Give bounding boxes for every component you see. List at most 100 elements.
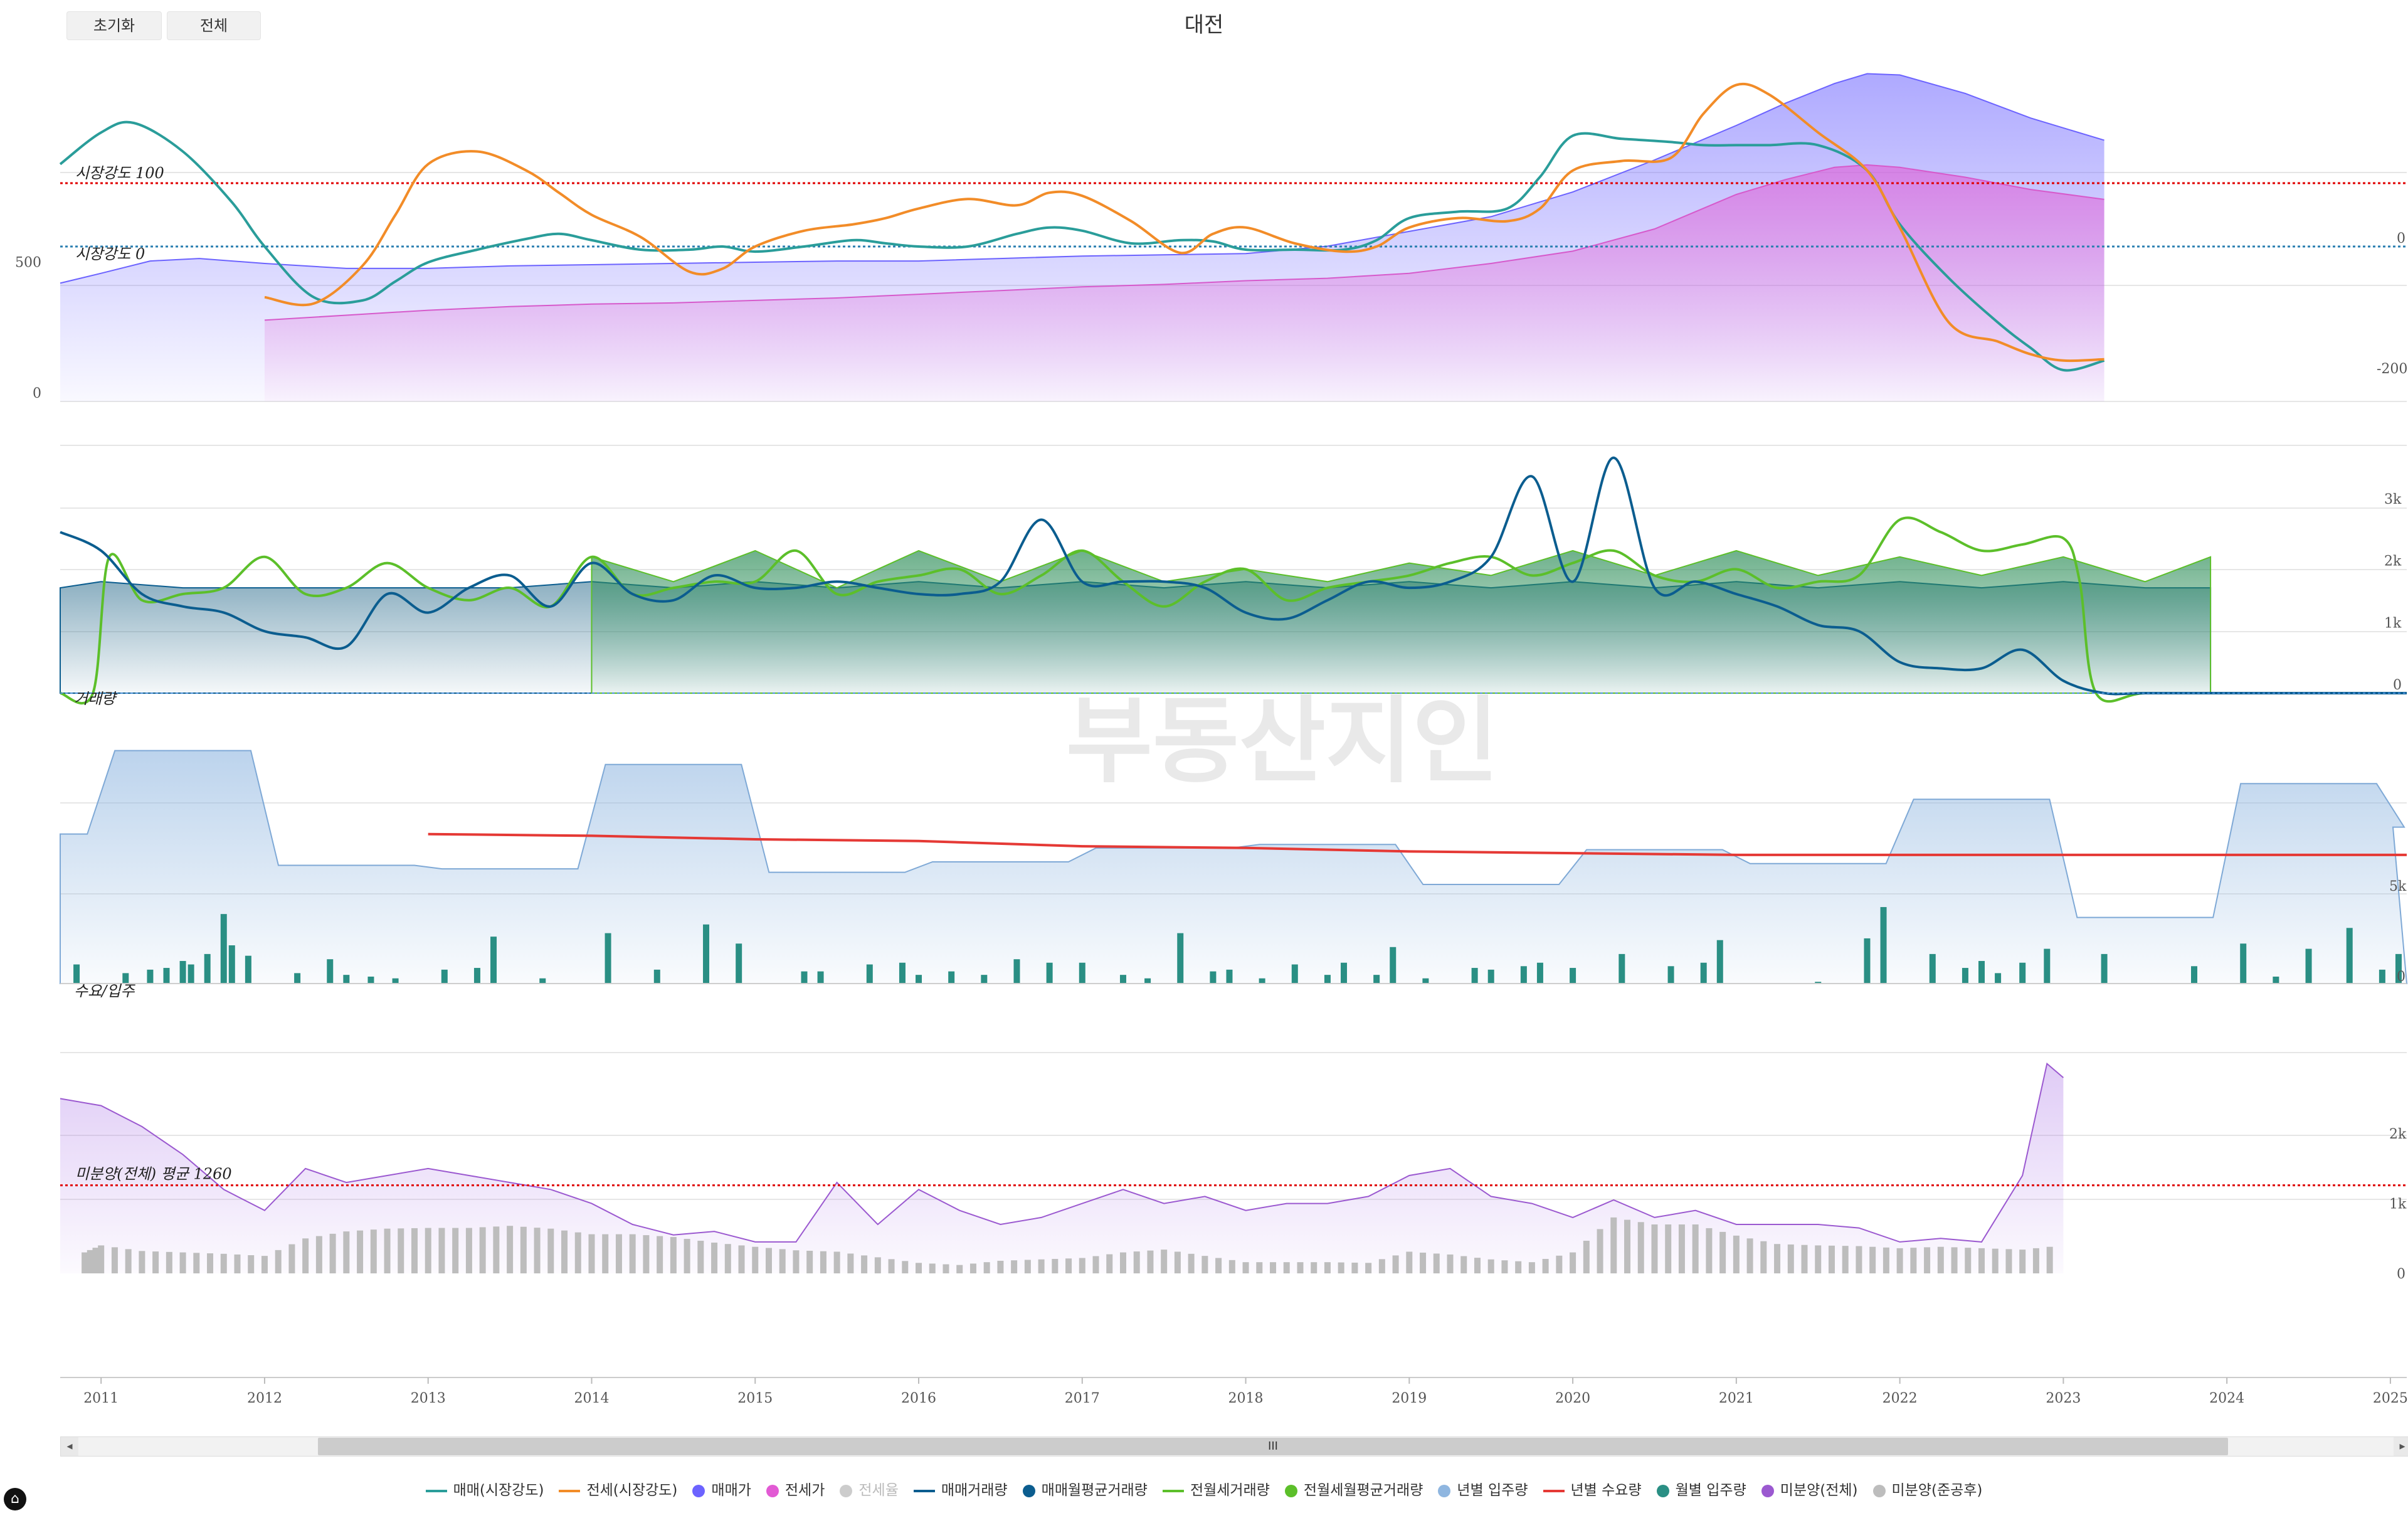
bar bbox=[1760, 1241, 1767, 1273]
legend-item[interactable]: 전세가 bbox=[766, 1478, 825, 1499]
bar bbox=[1291, 964, 1298, 984]
combined-chart[interactable]: 시장강도 100 시장강도 0 500 0 0 -200 거래량 0 1k 2k 3k 수요/입주 5k… bbox=[0, 0, 2408, 1430]
bar bbox=[228, 945, 235, 984]
legend-item[interactable]: 월별 입주량 bbox=[1656, 1478, 1746, 1499]
legend-item[interactable]: 년별 입주량 bbox=[1438, 1478, 1528, 1499]
bar bbox=[441, 969, 448, 984]
bar bbox=[1460, 1256, 1467, 1273]
bar bbox=[866, 964, 873, 984]
bar bbox=[473, 968, 480, 984]
legend-item[interactable]: 매매월평균거래량 bbox=[1022, 1478, 1148, 1499]
bar bbox=[948, 971, 955, 984]
bar bbox=[2191, 966, 2198, 984]
bar bbox=[1487, 969, 1494, 984]
legend-label: 미분양(준공후) bbox=[1891, 1482, 1983, 1499]
x-tick-label: 2019 bbox=[1391, 1391, 1427, 1406]
bar bbox=[765, 1248, 772, 1273]
bar bbox=[874, 1257, 881, 1273]
bar bbox=[1624, 1219, 1631, 1273]
legend-label: 전월세월평균거래량 bbox=[1303, 1482, 1423, 1499]
bar bbox=[411, 1228, 418, 1273]
legend-item[interactable]: 전월세거래량 bbox=[1162, 1478, 1270, 1499]
bar bbox=[997, 1260, 1004, 1273]
legend-label: 전세율 bbox=[858, 1482, 899, 1499]
reset-button[interactable]: 초기화 bbox=[66, 11, 162, 40]
bar bbox=[1351, 1262, 1358, 1273]
legend-marker bbox=[692, 1484, 705, 1497]
bar bbox=[929, 1263, 936, 1273]
legend-item[interactable]: 전세(시장강도) bbox=[559, 1478, 677, 1499]
legend-label: 매매가 bbox=[711, 1482, 751, 1499]
bar bbox=[1995, 973, 2002, 984]
bar bbox=[357, 1230, 364, 1273]
bar bbox=[1378, 1259, 1385, 1273]
x-tick-label: 2025 bbox=[2373, 1391, 2408, 1406]
bar bbox=[2101, 953, 2108, 984]
bar bbox=[1864, 938, 1871, 984]
scroll-thumb[interactable]: III bbox=[318, 1438, 2228, 1455]
bar bbox=[152, 1251, 159, 1273]
bar bbox=[1924, 1247, 1931, 1273]
legend: 매매(시장강도) 전세(시장강도) 매매가 전세가 전세율 매매거래량 매매월평균거래량 전월… bbox=[0, 1478, 2408, 1499]
all-button[interactable]: 전체 bbox=[167, 11, 261, 40]
legend-item[interactable]: 매매가 bbox=[692, 1478, 751, 1499]
bar bbox=[1324, 1262, 1331, 1273]
legend-item[interactable]: 년별 수요량 bbox=[1543, 1478, 1642, 1499]
series-line bbox=[60, 1062, 2064, 1243]
bar bbox=[294, 973, 301, 984]
bar bbox=[1597, 1229, 1603, 1273]
bar bbox=[1079, 962, 1085, 984]
bar bbox=[452, 1228, 459, 1273]
bar bbox=[2395, 953, 2402, 984]
range-scrollbar[interactable]: ◂ III ▸ bbox=[60, 1436, 2408, 1457]
legend-item[interactable]: 미분양(준공후) bbox=[1872, 1478, 1983, 1499]
bar bbox=[736, 943, 742, 984]
legend-marker bbox=[1022, 1484, 1035, 1497]
bar bbox=[657, 1236, 663, 1273]
legend-item[interactable]: 미분양(전체) bbox=[1761, 1478, 1858, 1499]
bar bbox=[817, 971, 824, 984]
bar bbox=[315, 1236, 322, 1273]
legend-marker bbox=[840, 1484, 853, 1497]
bar bbox=[2346, 928, 2353, 984]
bar bbox=[82, 1252, 88, 1273]
scroll-right-button[interactable]: ▸ bbox=[2394, 1437, 2408, 1456]
bar bbox=[220, 1253, 227, 1273]
bar bbox=[139, 1251, 145, 1273]
bar bbox=[1700, 962, 1707, 984]
bar bbox=[193, 1253, 200, 1273]
x-tick-label: 2018 bbox=[1228, 1391, 1264, 1406]
bar bbox=[711, 1242, 718, 1273]
bar bbox=[245, 955, 251, 984]
x-tick-label: 2022 bbox=[1883, 1391, 1918, 1406]
bar bbox=[1965, 1248, 1972, 1273]
bar bbox=[1842, 1246, 1849, 1273]
bar bbox=[1787, 1244, 1794, 1273]
legend-item[interactable]: 전월세월평균거래량 bbox=[1284, 1478, 1423, 1499]
legend-item[interactable]: 매매거래량 bbox=[913, 1478, 1008, 1499]
legend-item[interactable]: 매매(시장강도) bbox=[425, 1478, 544, 1499]
bar bbox=[574, 1232, 581, 1273]
bar bbox=[1420, 1252, 1427, 1273]
bar bbox=[1487, 1259, 1494, 1273]
home-icon[interactable]: ⌂ bbox=[4, 1488, 26, 1510]
bar bbox=[1978, 960, 1985, 984]
bar bbox=[1937, 1246, 1944, 1273]
y-tick-label: 2k bbox=[2384, 554, 2402, 570]
legend-label: 전세(시장강도) bbox=[586, 1482, 678, 1499]
legend-item[interactable]: 전세율 bbox=[840, 1478, 899, 1499]
legend-marker bbox=[913, 1489, 935, 1492]
bar bbox=[588, 1234, 595, 1273]
bar bbox=[1536, 962, 1543, 984]
bar bbox=[2379, 969, 2385, 984]
scroll-left-button[interactable]: ◂ bbox=[61, 1437, 78, 1456]
bar bbox=[1177, 933, 1184, 984]
bar bbox=[806, 1250, 813, 1273]
bar bbox=[981, 975, 988, 984]
bar bbox=[1119, 975, 1126, 984]
y-tick-label: 0 bbox=[2397, 969, 2405, 985]
bar bbox=[207, 1253, 214, 1273]
x-tick-label: 2017 bbox=[1065, 1391, 1100, 1406]
bar bbox=[1270, 1262, 1277, 1273]
annotation-label: 시장강도 0 bbox=[75, 245, 145, 263]
